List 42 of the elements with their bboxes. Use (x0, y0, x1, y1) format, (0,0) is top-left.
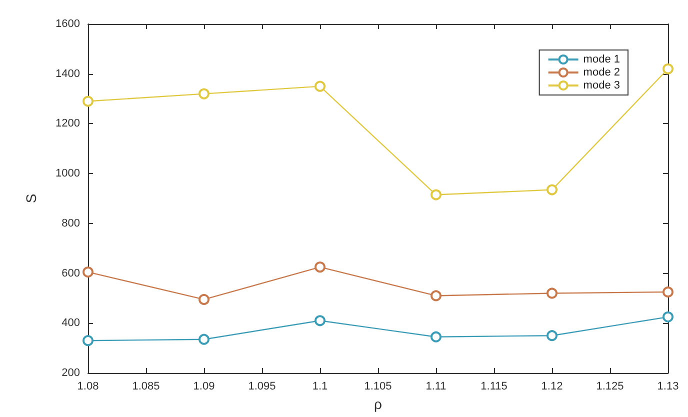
point (314, 80, 326, 92)
point (82, 96, 94, 107)
point (198, 334, 210, 345)
y-axis-title: S (23, 194, 39, 204)
x-tick-label: 1.125 (596, 380, 624, 392)
legend-label: mode 3 (583, 80, 620, 92)
point (662, 311, 674, 322)
x-axis-title: ρ (374, 396, 382, 412)
point (198, 88, 210, 100)
y-tick-label: 1000 (56, 168, 80, 180)
y-tick-label: 800 (62, 217, 80, 230)
x-tick-label: 1.11 (426, 380, 446, 392)
legend-label: mode 1 (583, 54, 620, 66)
point (546, 288, 558, 299)
point (546, 330, 558, 342)
x-tick-label: 1.09 (193, 380, 215, 392)
x-tick-label: 1.085 (132, 380, 160, 392)
point (82, 335, 94, 346)
y-tick-label: 600 (62, 267, 80, 280)
point (662, 63, 674, 74)
point (430, 189, 442, 200)
point (662, 286, 674, 298)
x-tick-label: 1.13 (657, 380, 679, 392)
x-tick-label: 1.12 (541, 380, 563, 392)
legend-label: mode 2 (583, 66, 620, 78)
x-tick-label: 1.095 (248, 380, 276, 392)
y-tick-label: 1600 (56, 18, 80, 30)
point (198, 294, 210, 305)
x-tick-label: 1.1 (312, 380, 328, 392)
y-tick-label: 400 (62, 317, 80, 330)
point (430, 290, 442, 302)
x-tick-label: 1.105 (364, 380, 392, 392)
point (314, 262, 326, 273)
point (546, 184, 558, 196)
point (430, 331, 442, 342)
y-tick-label: 1400 (56, 68, 80, 80)
point (314, 315, 326, 326)
y-tick-label: 200 (62, 367, 80, 379)
y-tick-label: 1200 (56, 118, 80, 130)
x-tick-label: 1.115 (480, 380, 508, 392)
point (82, 266, 94, 278)
x-tick-label: 1.08 (77, 380, 99, 392)
